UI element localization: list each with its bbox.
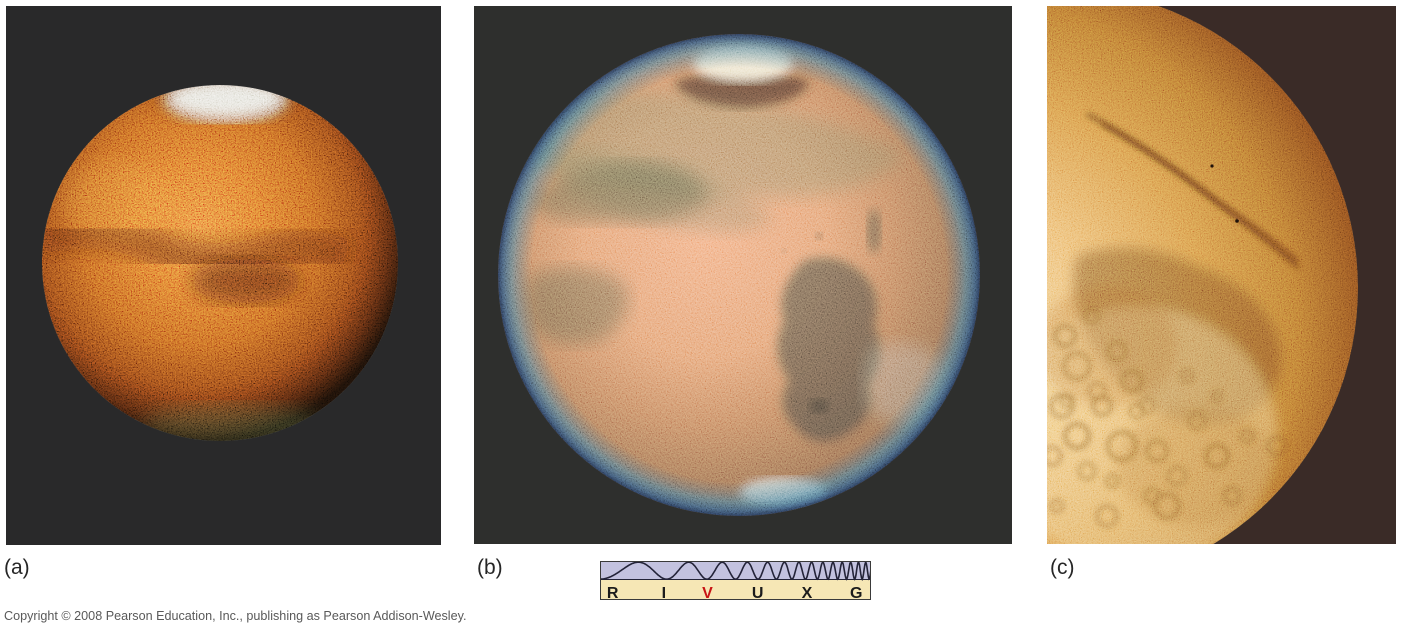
svg-text:G: G	[850, 585, 862, 600]
svg-text:R: R	[607, 585, 619, 600]
svg-text:V: V	[702, 585, 713, 600]
svg-text:I: I	[662, 585, 666, 600]
svg-text:U: U	[752, 585, 764, 600]
svg-text:X: X	[802, 585, 813, 600]
